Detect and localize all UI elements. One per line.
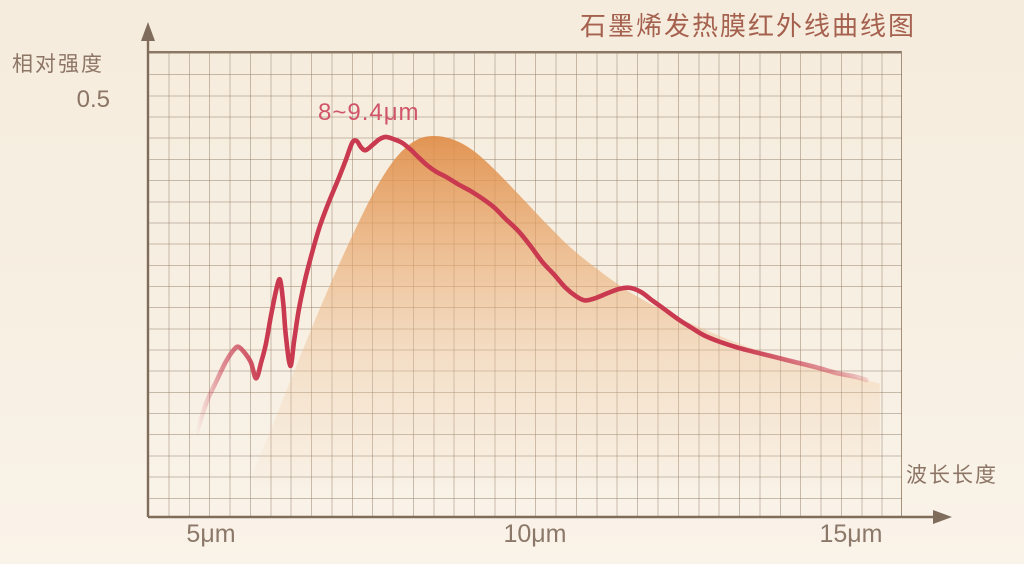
y-axis-arrowhead-icon bbox=[141, 22, 155, 41]
y-axis-label: 相对强度 bbox=[12, 53, 104, 76]
x-axis-tick-15um: 15μm bbox=[819, 520, 883, 548]
peak-range-annotation: 8~9.4μm bbox=[318, 99, 420, 126]
x-axis-tick-10um: 10μm bbox=[503, 520, 567, 548]
x-axis-tick-5um: 5μm bbox=[186, 520, 236, 548]
y-axis-tick-0.5: 0.5 bbox=[76, 86, 110, 113]
x-axis-label: 波长长度 bbox=[906, 464, 998, 487]
orange-envelope-path bbox=[252, 136, 880, 492]
chart-title: 石墨烯发热膜红外线曲线图 bbox=[579, 11, 916, 41]
red-curve-path bbox=[193, 134, 869, 437]
x-axis-arrowhead-icon bbox=[933, 510, 952, 524]
